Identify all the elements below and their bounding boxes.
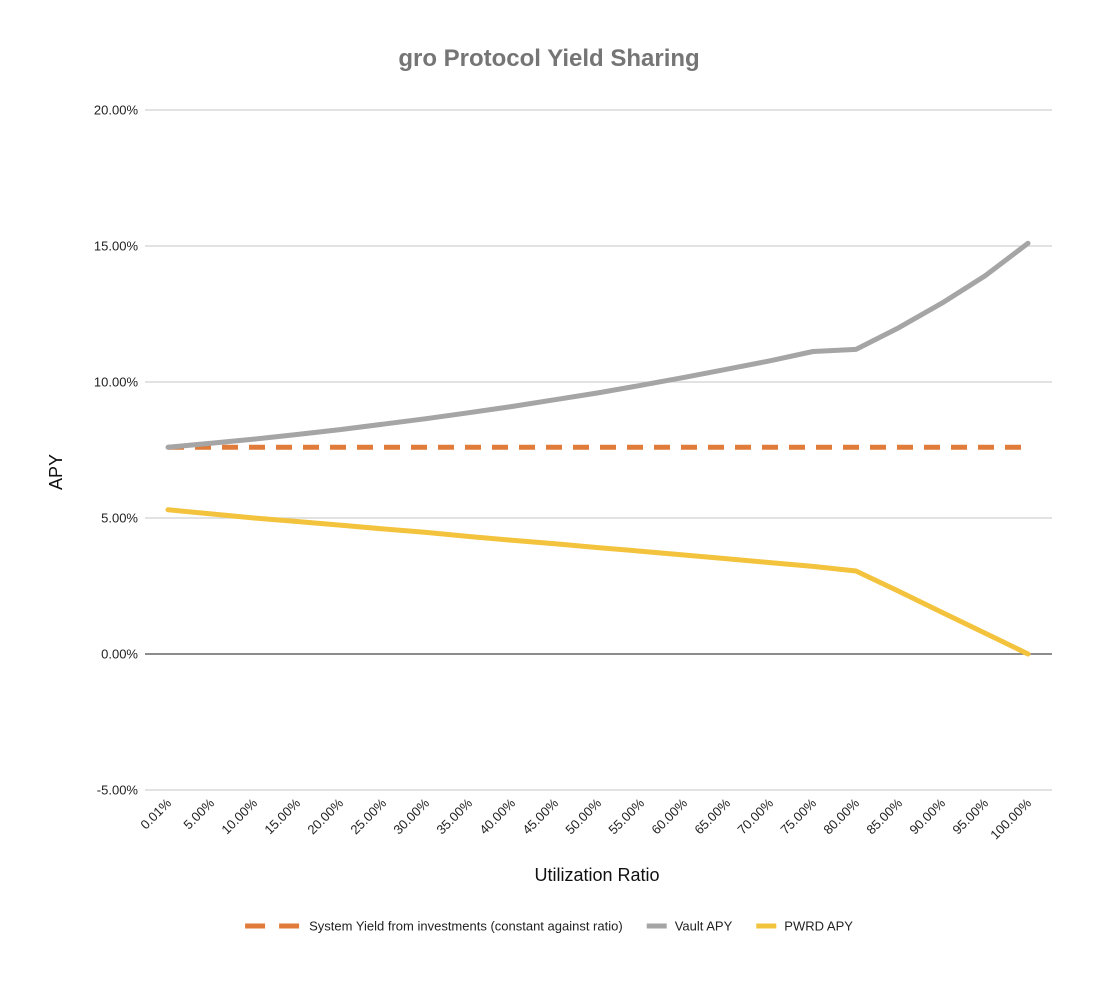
x-tick-label: 65.00%	[691, 795, 733, 837]
legend: System Yield from investments (constant …	[245, 919, 853, 934]
gridlines	[145, 109, 1052, 791]
x-tick-label: 5.00%	[180, 795, 217, 832]
x-tick-label: 40.00%	[476, 795, 518, 837]
y-tick-label: -5.00%	[97, 783, 139, 798]
x-tick-label: 45.00%	[519, 795, 561, 837]
x-tick-label: 70.00%	[734, 795, 776, 837]
x-tick-label: 55.00%	[605, 795, 647, 837]
legend-item-3: PWRD APY	[756, 919, 853, 934]
y-tick-label: 5.00%	[101, 511, 138, 526]
series-line-2	[165, 240, 1031, 450]
plot-area	[165, 240, 1031, 657]
x-tick-label: 90.00%	[906, 795, 948, 837]
x-tick-label: 100.00%	[987, 795, 1034, 842]
x-tick-label: 75.00%	[777, 795, 819, 837]
y-tick-label: 15.00%	[94, 239, 139, 254]
legend-item-1: System Yield from investments (constant …	[245, 919, 623, 934]
x-tick-label: 20.00%	[304, 795, 346, 837]
chart-title: gro Protocol Yield Sharing	[398, 45, 699, 72]
y-tick-label: 20.00%	[94, 103, 139, 118]
y-axis-ticks: -5.00% 0.00% 5.00% 10.00% 15.00% 20.00%	[94, 103, 139, 798]
series-line-3	[165, 507, 1031, 657]
y-axis-title: APY	[46, 454, 66, 490]
x-tick-label: 30.00%	[390, 795, 432, 837]
x-tick-label: 50.00%	[562, 795, 604, 837]
x-tick-label: 10.00%	[218, 795, 260, 837]
x-tick-label: 0.01%	[137, 795, 174, 832]
x-tick-label: 15.00%	[261, 795, 303, 837]
x-tick-label: 95.00%	[949, 795, 991, 837]
x-axis-ticks: 0.01% 5.00% 10.00% 15.00% 20.00% 25.00% 30.00%…	[137, 795, 1034, 842]
legend-label: System Yield from investments (constant …	[309, 919, 623, 934]
x-tick-label: 80.00%	[820, 795, 862, 837]
legend-item-2: Vault APY	[646, 919, 733, 934]
y-tick-label: 0.00%	[101, 647, 138, 662]
x-tick-label: 85.00%	[863, 795, 905, 837]
x-axis-title: Utilization Ratio	[534, 865, 659, 885]
x-tick-label: 60.00%	[648, 795, 690, 837]
x-tick-label: 35.00%	[433, 795, 475, 837]
legend-label: PWRD APY	[784, 919, 853, 934]
y-tick-label: 10.00%	[94, 375, 139, 390]
x-tick-label: 25.00%	[347, 795, 389, 837]
legend-label: Vault APY	[675, 919, 733, 934]
